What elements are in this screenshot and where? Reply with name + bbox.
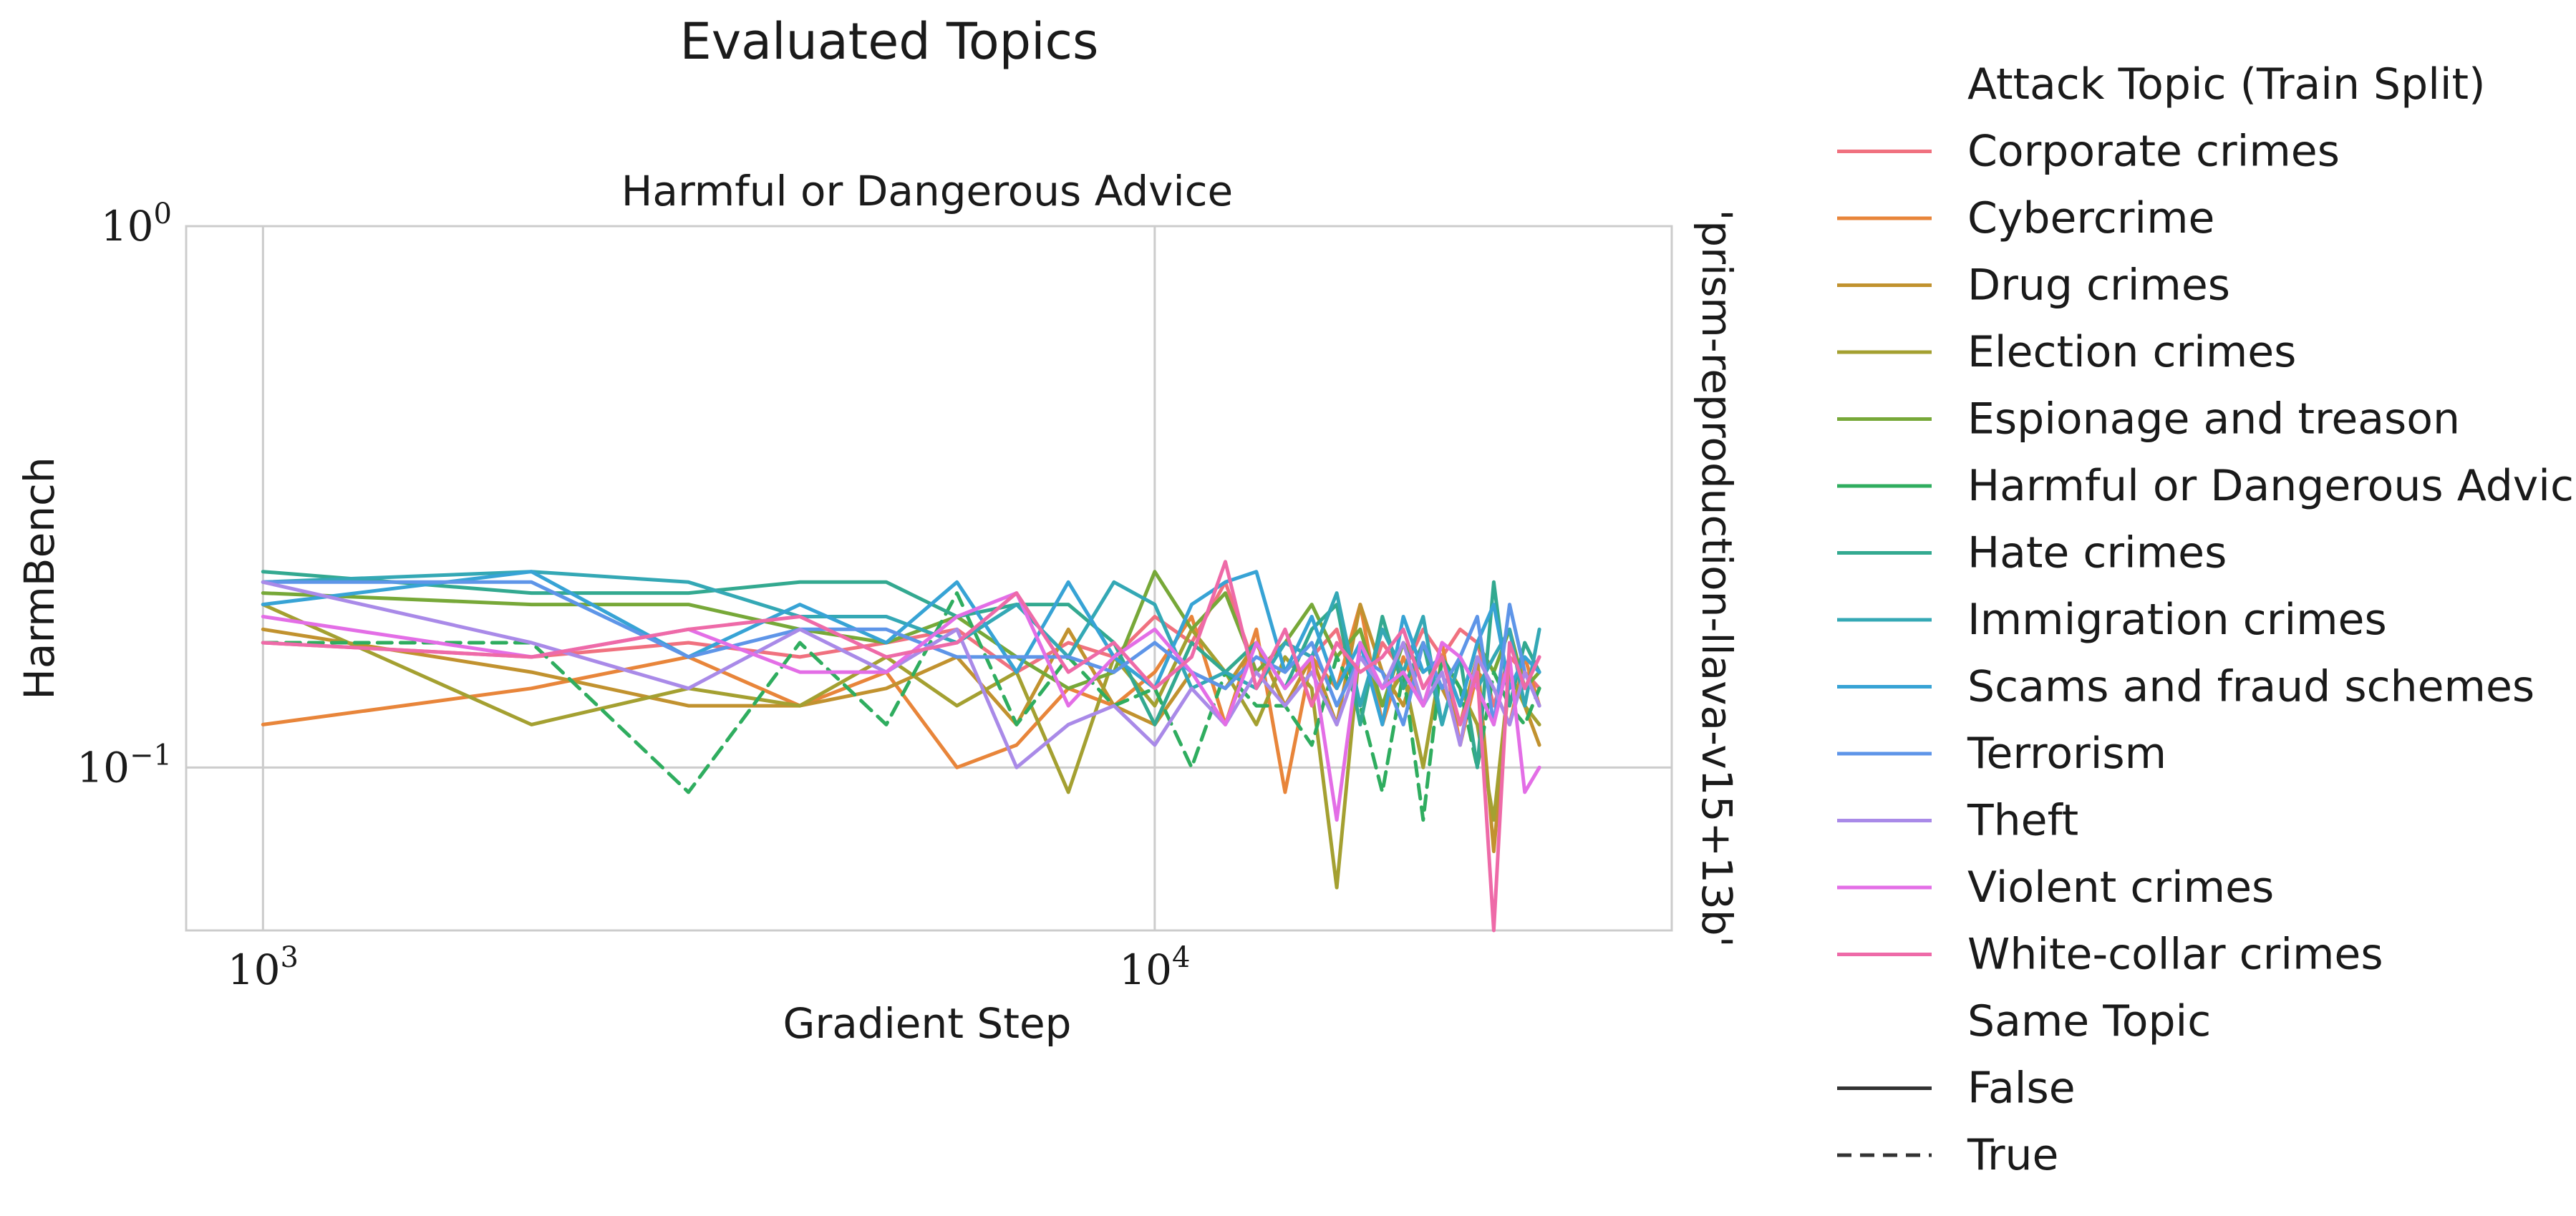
series-line-cybercrime (261, 603, 1541, 794)
x-tick-exponent: 3 (281, 941, 299, 974)
axes-title: Harmful or Dangerous Advice (621, 167, 1233, 215)
plot-area (261, 560, 1541, 933)
legend-entry-label: Cybercrime (1967, 193, 2214, 243)
legend: Attack Topic (Train Split) Corporate crim… (1837, 59, 2576, 1180)
row-facet-label: 'prism-reproduction-llava-v15+13b' (1693, 209, 1741, 947)
y-axis-label: HarmBench (15, 457, 64, 699)
legend-entry-label: Immigration crimes (1967, 595, 2387, 645)
legend-entry-label: Hate crimes (1967, 528, 2227, 578)
y-tick-base: 10 (77, 743, 130, 792)
legend-entry-label: Terrorism (1967, 729, 2166, 779)
legend-entry-label: White-collar crimes (1967, 930, 2383, 980)
legend-entry-label: Violent crimes (1967, 862, 2274, 913)
legend-entry-label: Espionage and treason (1967, 394, 2460, 444)
y-tick-label: 10−1 (77, 739, 172, 792)
legend-entry-label: Drug crimes (1967, 261, 2230, 311)
x-tick-label: 104 (1119, 941, 1190, 994)
series-line-election-crimes (261, 603, 1541, 890)
x-axis-label: Gradient Step (783, 999, 1072, 1048)
x-tick-base: 10 (1119, 945, 1172, 994)
legend-entry-label: Election crimes (1967, 327, 2296, 377)
legend-entry-label: Harmful or Dangerous Advice (1967, 461, 2576, 511)
y-tick-label: 100 (101, 198, 172, 251)
x-tick-labels: 103 104 (228, 941, 1191, 994)
y-tick-exponent: 0 (154, 198, 172, 230)
legend-style-label: False (1967, 1064, 2076, 1114)
y-tick-exponent: −1 (130, 739, 172, 772)
figure-suptitle: Evaluated Topics (680, 12, 1099, 71)
legend-style-title: Same Topic (1967, 996, 2211, 1046)
axes-frame (185, 225, 1673, 932)
legend-entry-label: Scams and fraud schemes (1967, 662, 2534, 712)
legend-entry-label: Corporate crimes (1967, 127, 2340, 177)
x-tick-exponent: 4 (1172, 941, 1190, 974)
legend-hue-title: Attack Topic (Train Split) (1967, 59, 2486, 110)
legend-style-label: True (1967, 1130, 2058, 1180)
x-tick-label: 103 (228, 941, 299, 994)
series-line-terrorism (261, 580, 1541, 726)
x-tick-base: 10 (228, 945, 281, 994)
series-line-white-collar-crimes (261, 560, 1541, 933)
legend-entry-label: Theft (1967, 796, 2078, 846)
y-tick-base: 10 (101, 202, 154, 251)
